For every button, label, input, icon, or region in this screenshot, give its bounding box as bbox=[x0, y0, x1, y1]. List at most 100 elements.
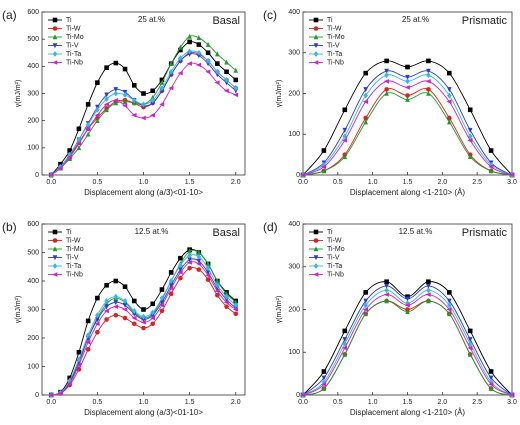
marker bbox=[215, 51, 220, 57]
marker bbox=[140, 115, 146, 121]
y-tick-label: 100 bbox=[27, 145, 39, 152]
y-tick-label: 400 bbox=[288, 9, 300, 16]
marker bbox=[104, 298, 109, 304]
marker bbox=[104, 304, 109, 310]
legend-marker bbox=[52, 17, 58, 23]
marker bbox=[187, 252, 192, 259]
legend-marker bbox=[52, 255, 58, 261]
marker bbox=[122, 315, 128, 321]
y-tick-label: 300 bbox=[288, 50, 300, 57]
marker bbox=[168, 278, 174, 284]
marker bbox=[141, 325, 146, 331]
marker bbox=[104, 282, 109, 288]
marker bbox=[405, 78, 410, 85]
marker bbox=[404, 302, 410, 308]
marker bbox=[141, 91, 146, 96]
legend-marker bbox=[313, 34, 319, 40]
marker bbox=[113, 60, 119, 66]
marker bbox=[509, 392, 515, 398]
marker bbox=[113, 300, 119, 306]
legend-label: Ti-W bbox=[66, 237, 81, 244]
x-tick-label: 3.0 bbox=[507, 179, 517, 186]
marker bbox=[488, 168, 494, 174]
y-tick-label: 100 bbox=[288, 131, 300, 138]
legend-marker bbox=[52, 263, 58, 269]
marker bbox=[342, 340, 348, 347]
marker bbox=[196, 249, 202, 255]
marker bbox=[159, 300, 165, 306]
marker bbox=[363, 298, 368, 304]
legend-label: Ti bbox=[66, 17, 72, 24]
marker bbox=[67, 377, 72, 384]
y-tick-label: 100 bbox=[27, 363, 39, 370]
marker bbox=[384, 279, 389, 285]
marker bbox=[113, 97, 119, 103]
marker bbox=[168, 285, 174, 291]
marker bbox=[342, 328, 348, 334]
marker bbox=[159, 308, 165, 314]
marker bbox=[85, 339, 91, 345]
marker bbox=[467, 345, 473, 351]
marker bbox=[122, 98, 128, 104]
y-tick-label: 400 bbox=[288, 221, 300, 228]
x-tick-label: 0.0 bbox=[298, 179, 308, 186]
marker bbox=[186, 260, 192, 265]
y-tick-label: 200 bbox=[288, 90, 300, 97]
x-tick-label: 3.0 bbox=[507, 399, 517, 406]
marker bbox=[205, 273, 211, 278]
marker bbox=[321, 375, 327, 381]
marker bbox=[85, 126, 91, 132]
legend-label: Ti-Nb bbox=[66, 59, 83, 66]
marker bbox=[159, 79, 165, 85]
marker bbox=[467, 127, 473, 133]
marker bbox=[85, 121, 91, 128]
marker bbox=[131, 83, 137, 88]
marker bbox=[150, 100, 156, 106]
marker bbox=[103, 102, 109, 107]
marker bbox=[150, 301, 156, 307]
series-line bbox=[302, 300, 513, 396]
marker bbox=[405, 93, 410, 98]
marker bbox=[113, 100, 119, 106]
y-tick-label: 300 bbox=[27, 306, 39, 313]
y-tick-label: 0 bbox=[35, 392, 39, 399]
marker bbox=[447, 87, 452, 93]
legend-marker bbox=[313, 43, 319, 49]
marker bbox=[159, 102, 165, 107]
marker bbox=[76, 349, 82, 355]
marker bbox=[363, 70, 368, 76]
marker bbox=[196, 253, 202, 260]
x-tick-label: 2.0 bbox=[437, 399, 447, 406]
marker bbox=[187, 257, 192, 263]
x-tick-label: 0.0 bbox=[46, 399, 56, 406]
panel-label: (d) bbox=[263, 220, 278, 234]
marker bbox=[76, 362, 82, 368]
marker bbox=[140, 320, 146, 325]
marker bbox=[66, 381, 72, 386]
marker bbox=[95, 317, 100, 323]
series-line bbox=[50, 50, 237, 176]
series-line bbox=[302, 92, 513, 176]
marker bbox=[85, 347, 91, 352]
marker bbox=[342, 133, 348, 140]
marker bbox=[168, 282, 174, 289]
annotation: 12.5 at.% bbox=[399, 227, 433, 236]
x-tick-label: 1.0 bbox=[368, 399, 378, 406]
panel-label: (c) bbox=[263, 8, 277, 22]
legend-marker bbox=[52, 229, 58, 235]
legend-label: Ti-W bbox=[327, 25, 342, 32]
marker bbox=[467, 351, 473, 357]
x-tick-label: 1.0 bbox=[139, 399, 149, 406]
marker bbox=[168, 85, 174, 91]
marker bbox=[168, 68, 174, 75]
marker bbox=[224, 59, 229, 65]
x-tick-label: 1.0 bbox=[139, 179, 149, 186]
marker bbox=[150, 312, 156, 318]
annotation: 25 at.% bbox=[402, 15, 429, 24]
marker bbox=[362, 99, 368, 104]
marker bbox=[233, 299, 239, 305]
marker bbox=[95, 295, 100, 301]
marker bbox=[159, 302, 165, 308]
marker bbox=[224, 69, 229, 75]
